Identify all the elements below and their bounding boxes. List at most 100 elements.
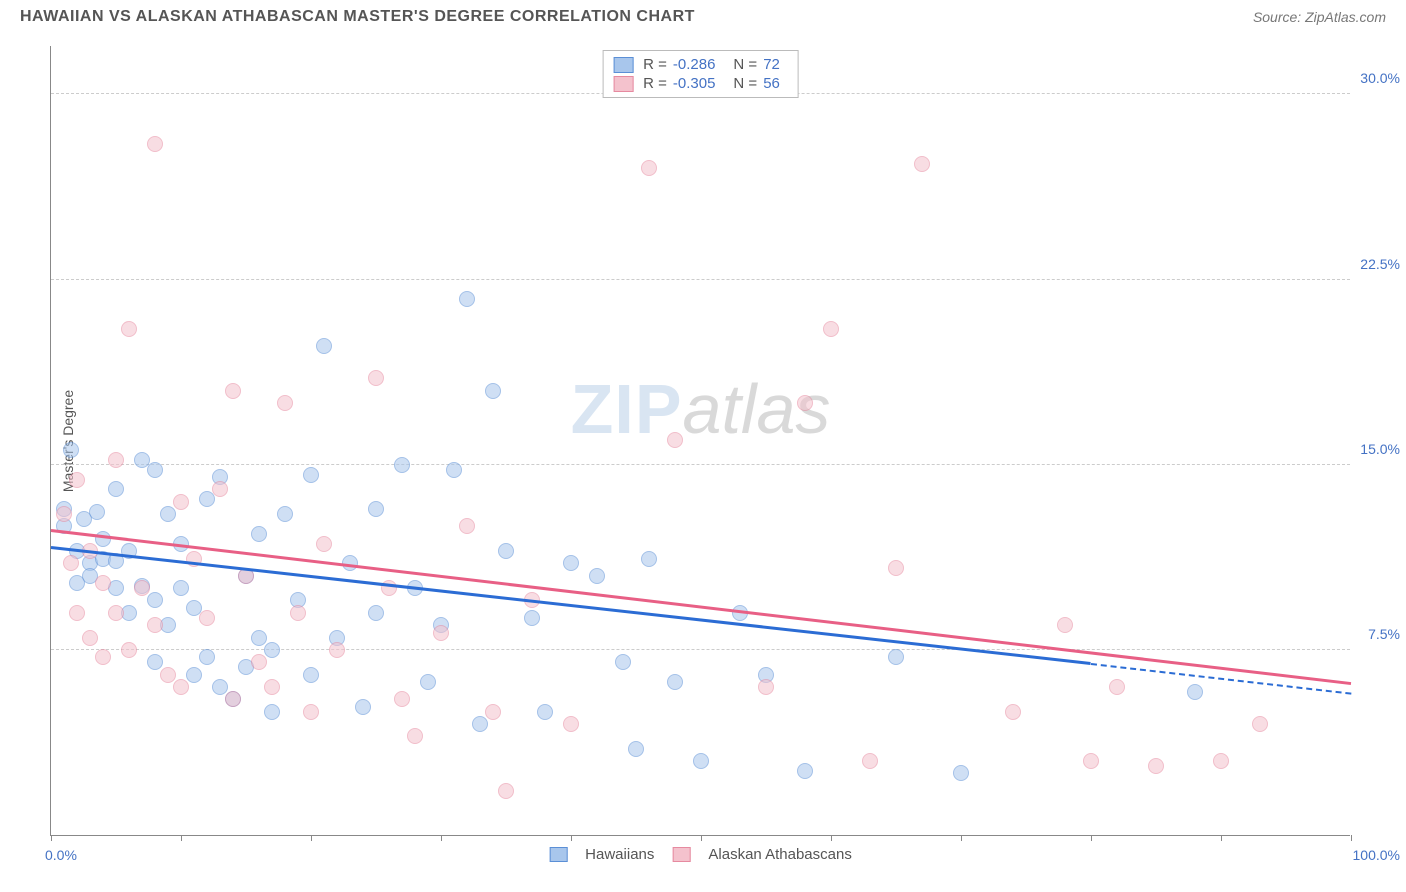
data-point bbox=[888, 560, 904, 576]
data-point bbox=[95, 531, 111, 547]
legend-series-name: Alaskan Athabascans bbox=[708, 846, 851, 863]
data-point bbox=[589, 568, 605, 584]
data-point bbox=[472, 716, 488, 732]
data-point bbox=[498, 783, 514, 799]
data-point bbox=[693, 753, 709, 769]
data-point bbox=[225, 383, 241, 399]
data-point bbox=[667, 674, 683, 690]
data-point bbox=[147, 592, 163, 608]
data-point bbox=[1213, 753, 1229, 769]
x-tick bbox=[1351, 835, 1352, 841]
scatter-chart: Master's Degree ZIPatlas R =-0.286N =72R… bbox=[50, 46, 1350, 836]
data-point bbox=[264, 704, 280, 720]
x-tick bbox=[181, 835, 182, 841]
data-point bbox=[394, 691, 410, 707]
data-point bbox=[134, 580, 150, 596]
data-point bbox=[82, 630, 98, 646]
x-axis-max-label: 100.0% bbox=[1353, 847, 1400, 863]
data-point bbox=[1148, 758, 1164, 774]
data-point bbox=[797, 395, 813, 411]
data-point bbox=[290, 605, 306, 621]
gridline bbox=[51, 279, 1350, 280]
data-point bbox=[199, 610, 215, 626]
data-point bbox=[1109, 679, 1125, 695]
data-point bbox=[173, 580, 189, 596]
data-point bbox=[485, 383, 501, 399]
x-tick bbox=[1091, 835, 1092, 841]
n-label: N = bbox=[729, 75, 757, 92]
data-point bbox=[251, 654, 267, 670]
watermark: ZIPatlas bbox=[571, 369, 831, 449]
data-point bbox=[63, 555, 79, 571]
data-point bbox=[95, 575, 111, 591]
data-point bbox=[303, 667, 319, 683]
data-point bbox=[303, 704, 319, 720]
data-point bbox=[89, 504, 105, 520]
legend-swatch bbox=[613, 76, 633, 92]
series-legend: HawaiiansAlaskan Athabascans bbox=[549, 846, 852, 863]
data-point bbox=[212, 481, 228, 497]
data-point bbox=[121, 321, 137, 337]
data-point bbox=[914, 156, 930, 172]
x-tick bbox=[51, 835, 52, 841]
x-tick bbox=[961, 835, 962, 841]
legend-swatch bbox=[672, 847, 690, 862]
x-tick bbox=[571, 835, 572, 841]
data-point bbox=[368, 501, 384, 517]
data-point bbox=[407, 728, 423, 744]
data-point bbox=[797, 763, 813, 779]
data-point bbox=[95, 649, 111, 665]
data-point bbox=[563, 716, 579, 732]
x-tick bbox=[1221, 835, 1222, 841]
data-point bbox=[56, 506, 72, 522]
data-point bbox=[303, 467, 319, 483]
x-tick bbox=[701, 835, 702, 841]
data-point bbox=[63, 442, 79, 458]
data-point bbox=[199, 649, 215, 665]
data-point bbox=[69, 472, 85, 488]
data-point bbox=[1187, 684, 1203, 700]
data-point bbox=[147, 654, 163, 670]
data-point bbox=[329, 642, 345, 658]
data-point bbox=[355, 699, 371, 715]
data-point bbox=[953, 765, 969, 781]
data-point bbox=[316, 536, 332, 552]
data-point bbox=[264, 679, 280, 695]
data-point bbox=[147, 136, 163, 152]
correlation-legend: R =-0.286N =72R =-0.305N =56 bbox=[602, 50, 799, 98]
r-label: R = bbox=[639, 56, 667, 73]
data-point bbox=[368, 605, 384, 621]
data-point bbox=[862, 753, 878, 769]
data-point bbox=[1057, 617, 1073, 633]
legend-swatch bbox=[549, 847, 567, 862]
y-tick-label: 15.0% bbox=[1356, 441, 1400, 457]
data-point bbox=[316, 338, 332, 354]
data-point bbox=[173, 494, 189, 510]
data-point bbox=[641, 160, 657, 176]
data-point bbox=[498, 543, 514, 559]
data-point bbox=[212, 679, 228, 695]
x-tick bbox=[831, 835, 832, 841]
data-point bbox=[277, 506, 293, 522]
data-point bbox=[121, 642, 137, 658]
data-point bbox=[459, 518, 475, 534]
x-tick bbox=[311, 835, 312, 841]
legend-swatch bbox=[613, 57, 633, 73]
data-point bbox=[446, 462, 462, 478]
data-point bbox=[264, 642, 280, 658]
data-point bbox=[225, 691, 241, 707]
data-point bbox=[1252, 716, 1268, 732]
data-point bbox=[69, 605, 85, 621]
data-point bbox=[888, 649, 904, 665]
data-point bbox=[485, 704, 501, 720]
data-point bbox=[615, 654, 631, 670]
data-point bbox=[147, 462, 163, 478]
data-point bbox=[1083, 753, 1099, 769]
n-value: 56 bbox=[763, 75, 788, 92]
data-point bbox=[641, 551, 657, 567]
data-point bbox=[628, 741, 644, 757]
chart-title: HAWAIIAN VS ALASKAN ATHABASCAN MASTER'S … bbox=[20, 8, 695, 26]
y-tick-label: 7.5% bbox=[1356, 626, 1400, 642]
data-point bbox=[251, 630, 267, 646]
gridline bbox=[51, 464, 1350, 465]
